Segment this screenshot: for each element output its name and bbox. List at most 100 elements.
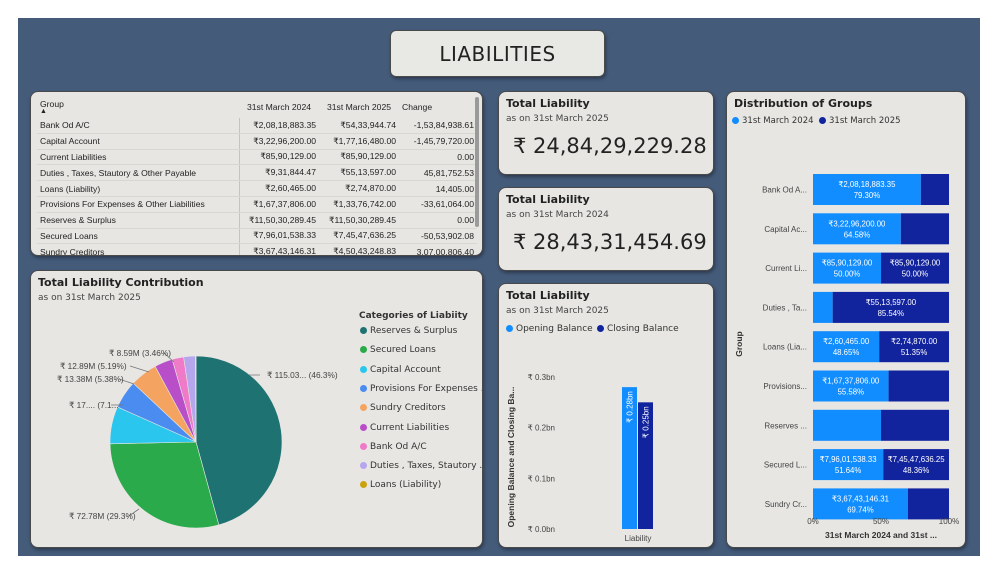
pie-slice[interactable] — [195, 355, 283, 526]
bar-percent-label: 50.00% — [834, 270, 861, 279]
pie-legend-item[interactable]: Loans (Liability) — [360, 480, 441, 490]
legend-2024[interactable]: 31st March 2024 — [732, 116, 814, 126]
y-tick-label: Provisions... — [763, 382, 807, 391]
distribution-bar[interactable] — [920, 174, 949, 205]
pie-leader-line — [163, 352, 175, 363]
table-row[interactable]: Duties , Taxes, Stautory & Other Payable… — [37, 164, 477, 182]
distribution-bar[interactable] — [900, 213, 949, 245]
legend-opening-balance[interactable]: Opening Balance — [506, 324, 593, 334]
pie-chart-card: Total Liability Contribution as on 31st … — [30, 270, 483, 548]
distribution-bar[interactable] — [813, 213, 901, 245]
distribution-bar[interactable] — [883, 449, 949, 481]
cell-2024: ₹3,67,43,146.31 — [239, 243, 319, 255]
cell-2024: ₹7,96,01,538.33 — [239, 228, 319, 245]
legend-label: 31st March 2024 — [742, 116, 814, 126]
pie-chart-subtitle: as on 31st March 2025 — [38, 293, 141, 303]
table-row[interactable]: Reserves & Surplus ₹11,50,30,289.45 ₹11,50… — [37, 212, 477, 229]
pie-legend-item[interactable]: Sundry Creditors — [360, 403, 446, 413]
y-tick-label: ₹ 0.1bn — [528, 474, 555, 483]
cell-2024: ₹2,08,18,883.35 — [239, 118, 319, 134]
cell-change: -50,53,902.08 — [399, 228, 477, 245]
x-axis-title: 31st March 2024 and 31st ... — [825, 530, 937, 540]
legend-2025[interactable]: 31st March 2025 — [819, 116, 901, 126]
pie-legend-item[interactable]: Bank Od A/C — [360, 442, 427, 452]
distribution-bar[interactable] — [813, 331, 880, 363]
pie-legend-item[interactable]: Secured Loans — [360, 345, 436, 355]
pie-chart: ₹ 115.03... (46.3%) ₹ 72.78M (29.3%) ₹ 17.… — [57, 348, 338, 529]
column-header-group[interactable]: Group ▲ — [37, 96, 239, 118]
distribution-bar[interactable] — [813, 409, 881, 441]
sort-ascending-icon: ▲ — [40, 108, 47, 115]
distribution-bar[interactable] — [832, 291, 949, 323]
distribution-bar[interactable] — [881, 252, 949, 284]
y-tick-label: Reserves ... — [764, 421, 807, 430]
distribution-bar[interactable] — [813, 488, 908, 520]
pie-slice[interactable] — [109, 441, 220, 529]
bar-percent-label: 51.35% — [901, 348, 928, 357]
bar-value-label: ₹2,74,870.00 — [891, 337, 938, 346]
distribution-bar[interactable] — [881, 409, 949, 441]
distribution-bar[interactable] — [813, 291, 833, 323]
pie-legend-item[interactable]: Current Liabilities — [360, 423, 449, 433]
report-title: LIABILITIES — [439, 42, 556, 66]
bar-value-label: ₹3,67,43,146.31 — [832, 494, 889, 503]
distribution-bar[interactable] — [813, 174, 921, 205]
distribution-bar[interactable] — [813, 252, 881, 284]
table-row[interactable]: Provisions For Expenses & Other Liabilit… — [37, 196, 477, 213]
legend-dot-icon — [360, 327, 367, 334]
table-row[interactable]: Loans (Liability) ₹2,60,465.00 ₹2,74,870.0… — [37, 180, 477, 197]
distribution-bar[interactable] — [813, 449, 884, 481]
table-row[interactable]: Capital Account ₹3,22,96,200.00 ₹1,77,16,4… — [37, 133, 477, 150]
pie-data-label: ₹ 12.89M (5.19%) — [60, 361, 127, 371]
cell-2024: ₹2,60,465.00 — [239, 180, 319, 197]
table-row[interactable]: Bank Od A/C ₹2,08,18,883.35 ₹54,33,944.74-… — [37, 118, 477, 134]
table-scrollbar[interactable] — [475, 97, 479, 227]
cell-change: -1,53,84,938.61 — [399, 118, 477, 134]
cell-group: Current Liabilities — [37, 149, 240, 166]
bar-percent-label: 69.74% — [847, 505, 874, 514]
column-header-2025[interactable]: 31st March 2025 — [326, 102, 391, 112]
column-bar[interactable] — [622, 387, 637, 529]
column-bar[interactable] — [638, 402, 653, 529]
x-tick-label: 0% — [807, 517, 819, 526]
pie-chart-title: Total Liability Contribution — [38, 276, 204, 289]
x-tick-label: 50% — [873, 517, 889, 526]
distribution-bar[interactable] — [879, 331, 949, 363]
legend-label: Secured Loans — [370, 345, 436, 356]
distribution-chart-title: Distribution of Groups — [734, 97, 873, 110]
y-tick-label: Secured L... — [764, 461, 807, 470]
x-tick-label: Liability — [625, 534, 652, 543]
legend-dot-icon — [597, 325, 604, 332]
table-row[interactable]: Secured Loans ₹7,96,01,538.33 ₹7,45,47,636… — [37, 228, 477, 245]
cell-2025: ₹1,77,16,480.00 — [319, 133, 399, 150]
legend-dot-icon — [360, 365, 367, 373]
bar-value-label: ₹2,08,18,883.35 — [838, 180, 896, 189]
cell-change: 3,07,00,806.40 — [399, 243, 477, 255]
distribution-bar[interactable] — [813, 370, 889, 402]
distribution-bar[interactable] — [907, 488, 949, 520]
x-tick-label: 100% — [939, 517, 959, 526]
cell-2025: ₹4,50,43,248.83 — [319, 243, 399, 255]
kpi-title: Total Liability — [506, 193, 590, 206]
pie-legend-item[interactable]: Capital Account — [360, 365, 441, 375]
legend-label: Capital Account — [370, 364, 441, 375]
column-header-2024[interactable]: 31st March 2024 — [246, 102, 311, 112]
legend-closing-balance[interactable]: Closing Balance — [597, 324, 679, 334]
pie-legend-item[interactable]: Reserves & Surplus — [360, 326, 457, 336]
y-tick-label: Current Li... — [765, 264, 807, 273]
distribution-chart: Bank Od A... ₹2,08,18,883.35 79.30% Capital… — [734, 174, 959, 540]
cell-2025: ₹11,50,30,289.45 — [319, 212, 399, 229]
bar-value-label: ₹85,90,129.00 — [890, 259, 941, 268]
distribution-bar[interactable] — [888, 370, 949, 402]
report-title-box: LIABILITIES — [390, 30, 605, 77]
table-row[interactable]: Current Liabilities ₹85,90,129.00 ₹85,90,1… — [37, 149, 477, 166]
table-row[interactable]: Sundry Creditors ₹3,67,43,146.31 ₹4,50,43,… — [37, 243, 477, 255]
pie-legend-item[interactable]: Duties , Taxes, Stautory ... — [360, 461, 483, 472]
column-header-change[interactable]: Change — [402, 102, 433, 112]
column-chart: ₹ 0.0bn ₹ 0.1bn ₹ 0.2bn ₹ 0.3bn Opening Bala… — [506, 373, 653, 543]
pie-legend-title: Categories of Liabiity — [359, 311, 468, 321]
pie-legend-item[interactable]: Provisions For Expenses ... — [360, 384, 482, 394]
legend-label: Duties , Taxes, Stautory ... — [370, 461, 483, 472]
pie-leader-line — [128, 508, 140, 517]
pie-slice[interactable] — [195, 355, 197, 443]
